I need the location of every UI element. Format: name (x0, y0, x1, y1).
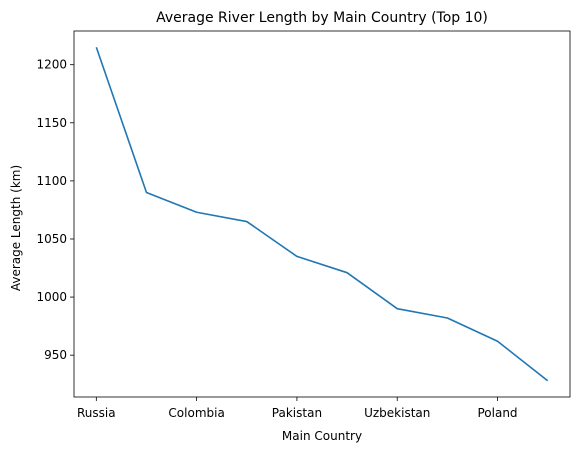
y-tick-label: 1150 (36, 116, 67, 130)
plot-area: 950 1000 1050 1100 1150 1200 Russia Colombia Pak… (36, 30, 571, 420)
x-axis-label: Main Country (282, 429, 362, 443)
y-axis-label: Average Length (km) (9, 165, 23, 291)
y-tick-label: 1100 (36, 174, 67, 188)
y-tick-label: 950 (44, 348, 67, 362)
y-tick-label: 1050 (36, 232, 67, 246)
y-tick-label: 1000 (36, 290, 67, 304)
x-tick-label: Colombia (168, 406, 224, 420)
x-tick-label: Russia (77, 406, 116, 420)
x-tick-label: Pakistan (272, 406, 322, 420)
x-tick-label: Uzbekistan (364, 406, 430, 420)
x-tick-label: Poland (477, 406, 517, 420)
y-tick-label: 1200 (36, 58, 67, 72)
chart-title: Average River Length by Main Country (To… (156, 10, 488, 26)
plot-frame (73, 30, 571, 398)
series-line (95, 47, 549, 382)
